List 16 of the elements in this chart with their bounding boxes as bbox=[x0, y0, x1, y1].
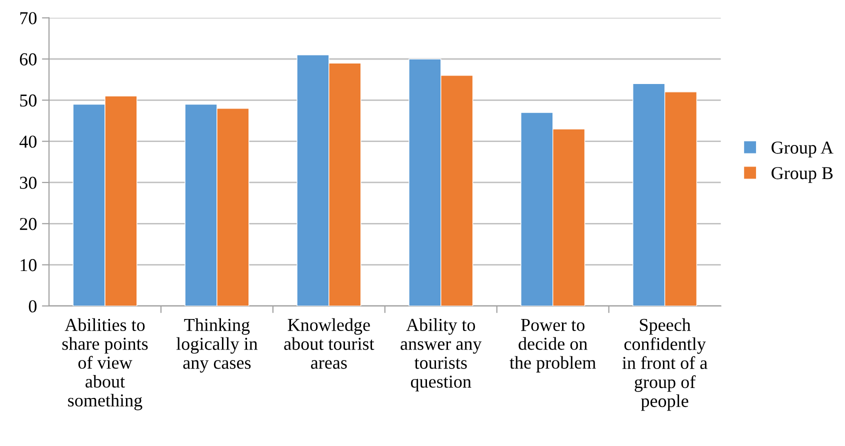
legend-label: Group B bbox=[772, 167, 833, 183]
y-tick-label: 40 bbox=[20, 136, 37, 148]
y-tick-label: 20 bbox=[20, 218, 37, 230]
y-tick-label: 30 bbox=[20, 176, 37, 189]
y-tick-label: 60 bbox=[20, 53, 37, 66]
x-tick-label: Speech confidently in front of a group of people bbox=[622, 318, 708, 411]
legend-label: Group A bbox=[772, 142, 834, 158]
y-tick-label: 70 bbox=[20, 12, 37, 24]
x-tick-label: Thinking logically in any cases bbox=[176, 318, 258, 373]
x-tick-label: Ability to answer any tourists question bbox=[400, 318, 482, 392]
y-tick-label: 50 bbox=[20, 94, 37, 107]
y-tick-label: 0 bbox=[28, 300, 37, 312]
y-tick-label: 10 bbox=[20, 259, 37, 272]
x-tick-label: Abilities to share points of view about something bbox=[62, 318, 148, 410]
x-tick-label: Knowledge about tourist areas bbox=[284, 318, 374, 369]
x-tick-label: Power to decide on the problem bbox=[510, 319, 596, 372]
